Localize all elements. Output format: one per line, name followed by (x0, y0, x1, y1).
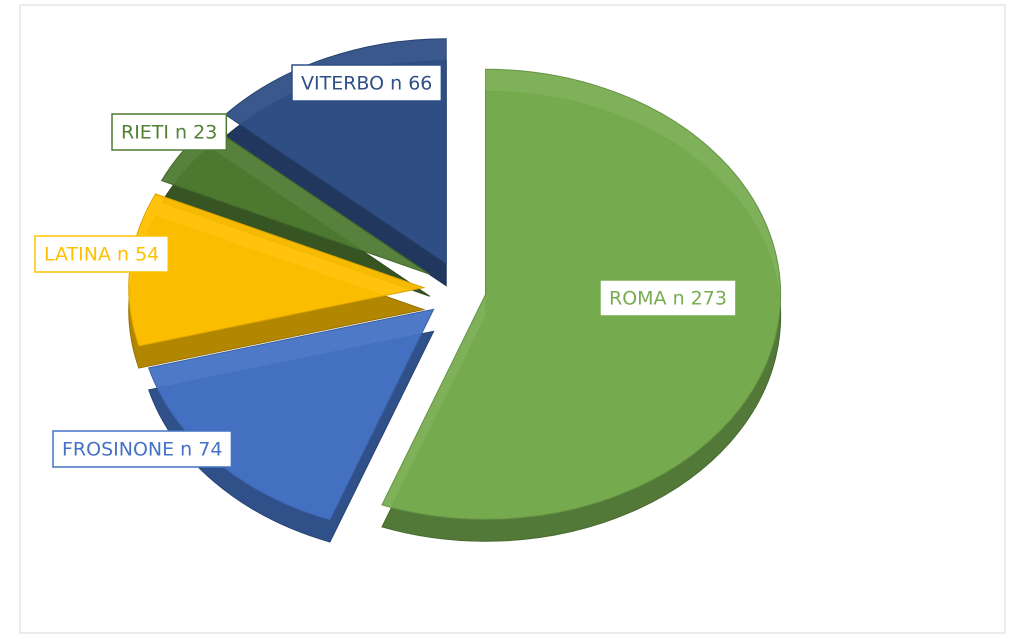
data-label: FROSINONE n 74 (62, 439, 222, 461)
data-label-box (52, 430, 233, 468)
data-label: ROMA n 273 (609, 288, 727, 310)
data-label-box (599, 279, 737, 317)
data-label: RIETI n 23 (121, 122, 217, 144)
data-label: VITERBO n 66 (301, 73, 432, 95)
slice (381, 68, 782, 520)
slice-tops (128, 38, 782, 521)
data-label-box (34, 235, 170, 273)
data-label-box (111, 113, 228, 151)
data-label: LATINA n 54 (44, 244, 159, 266)
data-labels: ROMA n 273 FROSINONE n 74 LATINA n 54 RIETI… (34, 64, 737, 468)
data-label-box (291, 64, 443, 102)
